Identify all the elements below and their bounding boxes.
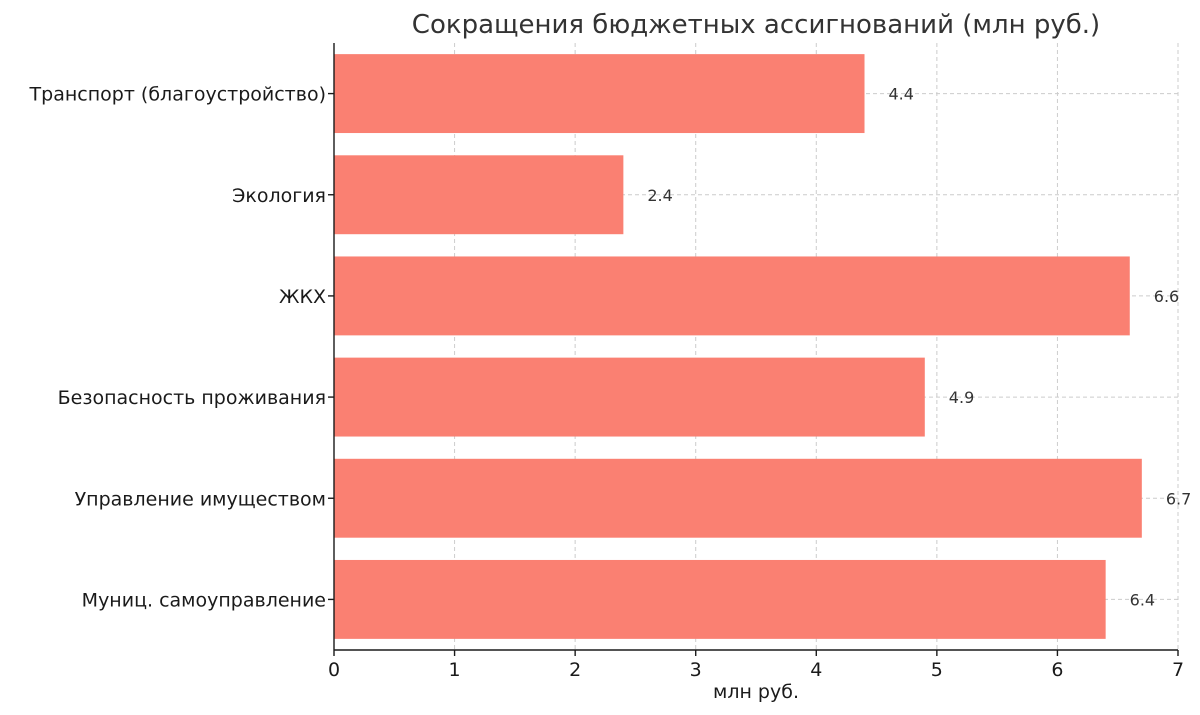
- bar: [334, 458, 1142, 538]
- bar: [334, 559, 1106, 639]
- grid-layer: [334, 43, 1179, 650]
- x-axis-label: млн руб.: [713, 681, 799, 703]
- y-tick-label: ЖКХ: [279, 286, 326, 308]
- labels-layer: 0 1 2 3 4 5 6 7 Транспорт (благоустройство) 4.4 Эк…: [29, 84, 1192, 681]
- bar: [334, 357, 925, 437]
- axes-layer: [333, 43, 1178, 651]
- bar-value-label: 4.4: [889, 85, 914, 104]
- x-tick-label: 6: [1051, 659, 1063, 681]
- bar: [334, 256, 1130, 336]
- bar-value-label: 6.6: [1154, 287, 1179, 306]
- bar-value-label: 2.4: [647, 186, 672, 205]
- bar-value-label: 6.7: [1166, 489, 1191, 508]
- bar-value-label: 6.4: [1130, 590, 1155, 609]
- y-tick-label: Транспорт (благоустройство): [29, 84, 326, 106]
- chart-title: Сокращения бюджетных ассигнований (млн р…: [412, 10, 1100, 40]
- bar: [334, 54, 865, 134]
- x-tick-label: 1: [449, 659, 461, 681]
- x-tick-label: 5: [931, 659, 943, 681]
- x-tick-label: 0: [328, 659, 340, 681]
- y-tick-label: Управление имуществом: [75, 488, 326, 510]
- y-tick-label: Безопасность проживания: [58, 387, 326, 409]
- bar-value-label: 4.9: [949, 388, 974, 407]
- y-tick-label: Экология: [232, 185, 326, 207]
- bars-layer: [334, 54, 1142, 639]
- x-tick-label: 3: [690, 659, 702, 681]
- x-tick-label: 7: [1172, 659, 1184, 681]
- y-tick-label: Муниц. самоуправление: [82, 589, 326, 611]
- x-tick-label: 2: [569, 659, 581, 681]
- bar: [334, 155, 624, 235]
- x-tick-label: 4: [810, 659, 822, 681]
